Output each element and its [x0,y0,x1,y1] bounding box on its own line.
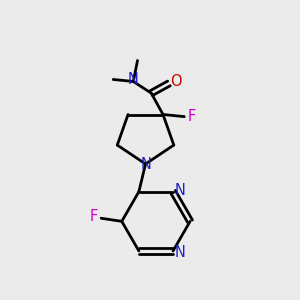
Text: N: N [175,245,186,260]
Text: F: F [188,109,196,124]
Text: O: O [170,74,181,89]
Text: N: N [127,73,138,88]
Text: N: N [141,157,152,172]
Text: F: F [89,209,98,224]
Text: N: N [175,183,186,198]
